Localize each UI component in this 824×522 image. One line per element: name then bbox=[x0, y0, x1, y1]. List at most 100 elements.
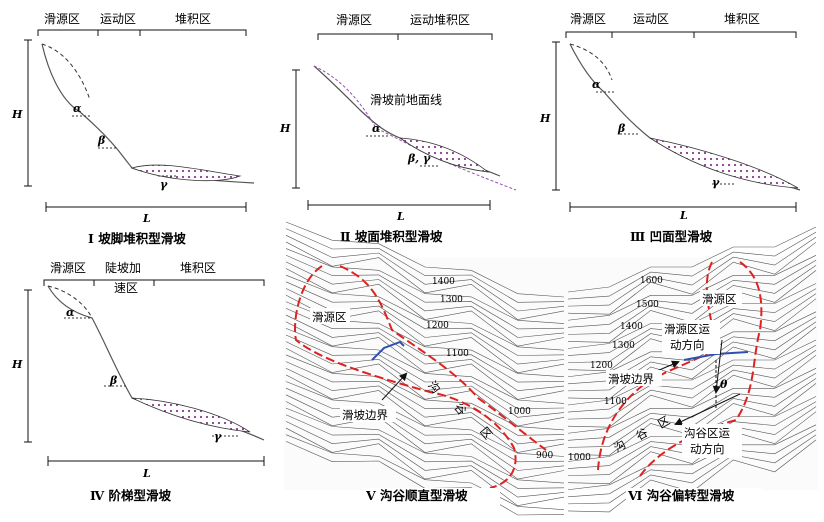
caption-6: Ⅵ 沟谷偏转型滑坡 bbox=[627, 488, 735, 503]
scarp-line bbox=[371, 340, 405, 361]
panel-3-concave-landslide: 滑源区 运动区 堆积区 H L α β γ Ⅲ 凹面型滑坡 bbox=[539, 12, 801, 244]
beta-label: β bbox=[109, 374, 118, 387]
contour-line bbox=[285, 261, 565, 338]
contour-line bbox=[567, 255, 817, 321]
zone-label-accumulation: 堆积区 bbox=[175, 12, 211, 26]
contour-label: 1300 bbox=[612, 341, 635, 351]
source-direction-label-1: 滑源区运 bbox=[664, 322, 710, 336]
contour-line bbox=[285, 367, 565, 445]
source-zone-label: 滑源区 bbox=[312, 310, 347, 324]
panel-4-stepped-landslide: 滑源区 陡坡加 速区 堆积区 H L α β γ Ⅳ 阶梯型滑坡 bbox=[11, 261, 265, 503]
contour-label: 900 bbox=[536, 451, 553, 461]
h-label: H bbox=[539, 112, 551, 125]
l-dimension bbox=[307, 200, 491, 210]
contour-line bbox=[285, 401, 565, 480]
contour-line bbox=[285, 274, 565, 351]
contour-line bbox=[285, 434, 565, 510]
boundary-label: 滑坡边界 bbox=[608, 372, 654, 386]
contour-line bbox=[567, 344, 817, 413]
deposit-area bbox=[649, 137, 799, 189]
contour-line bbox=[285, 248, 565, 324]
pre-failure-line bbox=[41, 43, 91, 101]
theta-label: θ bbox=[720, 378, 728, 391]
h-dimension bbox=[24, 289, 32, 443]
zone-label-accumulation: 堆积区 bbox=[724, 12, 760, 26]
pre-failure-line bbox=[47, 285, 93, 319]
l-label: L bbox=[396, 210, 405, 223]
gamma-label: γ bbox=[712, 176, 720, 189]
contour-line bbox=[567, 349, 817, 420]
l-label: L bbox=[142, 467, 151, 480]
contour-line bbox=[567, 424, 817, 491]
deposit-area bbox=[131, 397, 251, 433]
angle-guides bbox=[596, 91, 736, 185]
contour-line bbox=[285, 254, 565, 330]
contour-line bbox=[567, 411, 817, 485]
l-label: L bbox=[142, 212, 151, 225]
zone-label-source: 滑源区 bbox=[570, 12, 606, 26]
contour-line bbox=[567, 260, 817, 328]
contour-line bbox=[567, 339, 817, 406]
source-direction-label-2: 动方向 bbox=[670, 338, 705, 352]
contour-label: 1400 bbox=[432, 277, 455, 287]
contour-line bbox=[567, 236, 817, 307]
zone-label-steep-1: 陡坡加 bbox=[105, 261, 141, 275]
contour-line bbox=[285, 374, 565, 453]
contour-label: 1000 bbox=[568, 453, 591, 463]
contour-label: 1100 bbox=[446, 349, 469, 359]
contour-line bbox=[285, 241, 565, 320]
panel-1-slope-foot-accumulation: 滑源区 运动区 堆积区 H L α β γ Ⅰ 坡脚堆积型滑坡 bbox=[11, 12, 255, 246]
deposit-area bbox=[130, 164, 242, 182]
boundary-label: 滑坡边界 bbox=[342, 408, 388, 422]
h-dimension bbox=[24, 39, 32, 187]
beta-gamma-label: β, γ bbox=[407, 152, 431, 165]
l-dimension bbox=[45, 202, 247, 212]
l-dimension bbox=[47, 456, 265, 466]
contour-line bbox=[285, 308, 565, 383]
zone-label-steep-2: 速区 bbox=[114, 281, 138, 295]
contour-line bbox=[567, 226, 817, 293]
contour-label: 1300 bbox=[440, 295, 463, 305]
zone-label-source: 滑源区 bbox=[336, 13, 372, 27]
contour-line bbox=[285, 348, 565, 427]
contour-line bbox=[285, 427, 565, 507]
angle-guides bbox=[72, 115, 178, 177]
l-label: L bbox=[679, 209, 688, 222]
zone-label-motion: 运动区 bbox=[100, 12, 136, 26]
caption-2: Ⅱ 坡面堆积型滑坡 bbox=[340, 229, 443, 244]
gamma-label: γ bbox=[214, 430, 222, 443]
caption-5: Ⅴ 沟谷顺直型滑坡 bbox=[365, 488, 468, 503]
contour-line bbox=[285, 281, 565, 356]
pre-failure-line-note: 滑坡前地面线 bbox=[370, 92, 442, 107]
zone-label-source: 滑源区 bbox=[50, 261, 86, 275]
zone-label-motion-accumulation: 运动堆积区 bbox=[410, 13, 470, 27]
alpha-label: α bbox=[66, 306, 75, 319]
contour-line bbox=[285, 321, 565, 400]
zone-bracket bbox=[565, 31, 797, 38]
contour-label: 1200 bbox=[426, 321, 449, 331]
contour-label: 1100 bbox=[604, 397, 627, 407]
source-zone-label: 滑源区 bbox=[702, 292, 737, 306]
zone-label-accumulation: 堆积区 bbox=[180, 261, 216, 275]
beta-label: β bbox=[617, 122, 626, 135]
slope-profile bbox=[569, 43, 801, 191]
gamma-label: γ bbox=[160, 178, 168, 191]
h-label: H bbox=[11, 108, 23, 121]
contour-line bbox=[567, 429, 817, 498]
caption-4: Ⅳ 阶梯型滑坡 bbox=[90, 488, 172, 503]
source-direction-arrow bbox=[712, 339, 723, 394]
zone-label-source: 滑源区 bbox=[44, 12, 80, 26]
contour-label: 1500 bbox=[636, 300, 659, 310]
contour-label: 1400 bbox=[620, 322, 643, 332]
alpha-label: α bbox=[73, 102, 82, 115]
contour-line bbox=[567, 326, 817, 400]
contour-line bbox=[285, 421, 565, 498]
l-dimension bbox=[569, 202, 797, 212]
contour-line bbox=[567, 373, 817, 441]
contour-line bbox=[285, 314, 565, 392]
panel-6-deflected-gully-map: 1600 1500 1400 1300 1200 1100 1000 滑源区 滑… bbox=[566, 226, 818, 513]
caption-1: Ⅰ 坡脚堆积型滑坡 bbox=[88, 231, 186, 246]
zone-label-motion: 运动区 bbox=[633, 12, 669, 26]
contour-line bbox=[285, 407, 565, 484]
